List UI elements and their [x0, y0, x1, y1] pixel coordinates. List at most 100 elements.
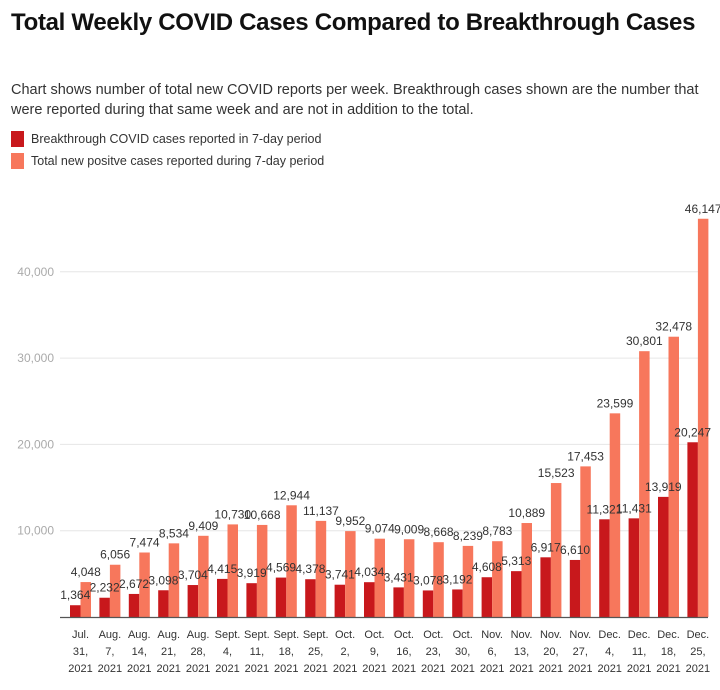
- x-tick-label: 25,: [308, 646, 323, 658]
- y-tick-label: 20,000: [17, 437, 54, 451]
- data-label-breakthrough: 5,313: [501, 554, 531, 568]
- bar-breakthrough: [393, 587, 404, 617]
- bar-breakthrough: [187, 585, 199, 617]
- data-label-breakthrough: 3,919: [237, 566, 267, 580]
- chart-title: Total Weekly COVID Cases Compared to Bre…: [11, 9, 696, 36]
- x-tick-label: Dec.: [687, 629, 710, 641]
- data-label-total: 23,599: [597, 396, 634, 410]
- bar-total: [521, 523, 532, 617]
- bar-total: [256, 524, 268, 617]
- data-label-total: 9,952: [335, 514, 365, 528]
- x-tick-label: Oct.: [394, 629, 414, 641]
- data-label-breakthrough: 6,917: [531, 540, 561, 554]
- data-label-breakthrough: 3,431: [384, 570, 414, 584]
- data-label-breakthrough: 4,378: [295, 562, 325, 576]
- x-tick-label: 2021: [333, 663, 357, 675]
- x-tick-label: 2021: [421, 663, 445, 675]
- x-tick-label: Oct.: [453, 629, 473, 641]
- bar-breakthrough: [158, 590, 169, 617]
- data-label-total: 4,048: [71, 565, 101, 579]
- bar-total: [109, 564, 121, 617]
- bar-total: [80, 582, 91, 617]
- x-tick-label: 21,: [161, 646, 176, 658]
- bar-total: [550, 483, 562, 617]
- data-label-total: 10,730: [214, 507, 251, 521]
- x-tick-label: Aug.: [187, 629, 210, 641]
- data-label-breakthrough: 2,672: [119, 577, 149, 591]
- data-label-breakthrough: 3,704: [178, 568, 208, 582]
- x-tick-label: 2021: [68, 663, 92, 675]
- x-tick-label: 27,: [573, 646, 588, 658]
- x-tick-label: Aug.: [99, 629, 122, 641]
- chart-subtitle: Chart shows number of total new COVID re…: [11, 82, 699, 118]
- x-tick-label: 30,: [455, 646, 470, 658]
- data-label-total: 46,147: [685, 202, 720, 216]
- x-tick-label: 2021: [156, 663, 180, 675]
- data-label-total: 8,783: [482, 524, 512, 538]
- x-tick-label: 13,: [514, 646, 529, 658]
- bar-breakthrough: [452, 589, 463, 617]
- bar-breakthrough: [422, 590, 434, 617]
- bar-total: [403, 539, 415, 617]
- x-tick-label: Oct.: [364, 629, 384, 641]
- x-tick-label: 2021: [686, 663, 710, 675]
- data-label-breakthrough: 6,610: [560, 543, 590, 557]
- x-tick-label: 16,: [396, 646, 411, 658]
- x-tick-label: 18,: [279, 646, 294, 658]
- bar-breakthrough: [334, 584, 346, 617]
- x-tick-label: 2021: [186, 663, 210, 675]
- x-tick-label: 6,: [488, 646, 497, 658]
- x-tick-label: 28,: [190, 646, 205, 658]
- y-tick-label: 30,000: [17, 351, 54, 365]
- data-label-breakthrough: 3,741: [325, 568, 355, 582]
- bar-total: [168, 543, 180, 617]
- bar-breakthrough: [569, 559, 581, 617]
- x-tick-label: 25,: [690, 646, 705, 658]
- x-tick-label: 23,: [426, 646, 441, 658]
- x-tick-label: 2021: [450, 663, 474, 675]
- x-tick-label: Dec.: [598, 629, 621, 641]
- data-label-total: 8,534: [159, 526, 189, 540]
- bar-breakthrough: [481, 577, 493, 617]
- x-tick-label: 31,: [73, 646, 88, 658]
- x-tick-label: Aug.: [157, 629, 180, 641]
- data-label-breakthrough: 2,232: [90, 581, 120, 595]
- bar-total: [668, 336, 679, 617]
- x-tick-label: Nov.: [540, 629, 562, 641]
- data-label-total: 30,801: [626, 334, 663, 348]
- x-tick-label: 2021: [392, 663, 416, 675]
- legend-item-total: Total new positve cases reported during …: [11, 150, 324, 172]
- x-tick-label: 2021: [539, 663, 563, 675]
- data-label-breakthrough: 3,078: [413, 573, 443, 587]
- x-tick-label: Jul.: [72, 629, 89, 641]
- x-tick-label: Dec.: [657, 629, 680, 641]
- bar-breakthrough: [128, 593, 140, 617]
- legend-label-breakthrough: Breakthrough COVID cases reported in 7-d…: [31, 132, 322, 146]
- data-label-total: 8,668: [424, 525, 454, 539]
- bar-total: [198, 535, 209, 617]
- x-tick-label: 9,: [370, 646, 379, 658]
- bar-breakthrough: [540, 557, 551, 617]
- data-label-total: 15,523: [538, 466, 575, 480]
- legend: Breakthrough COVID cases reported in 7-d…: [11, 128, 324, 172]
- bar-total: [139, 552, 150, 617]
- legend-label-total: Total new positve cases reported during …: [31, 154, 325, 168]
- data-label-total: 32,478: [655, 320, 692, 334]
- bar-total: [492, 541, 503, 617]
- bar-total: [697, 218, 709, 617]
- legend-swatch-breakthrough: [11, 131, 24, 147]
- x-tick-label: Nov.: [511, 629, 533, 641]
- x-tick-label: 2021: [303, 663, 327, 675]
- data-label-total: 8,239: [453, 529, 483, 543]
- bar-breakthrough: [99, 597, 110, 617]
- data-label-total: 11,137: [303, 504, 339, 518]
- data-label-total: 17,453: [567, 449, 604, 463]
- x-tick-label: Nov.: [481, 629, 503, 641]
- data-label-breakthrough: 11,431: [616, 501, 652, 515]
- data-label-total: 10,889: [508, 506, 545, 520]
- x-tick-label: Sept.: [244, 629, 270, 641]
- bar-total: [374, 538, 385, 617]
- x-tick-label: 18,: [661, 646, 676, 658]
- bar-total: [345, 531, 356, 617]
